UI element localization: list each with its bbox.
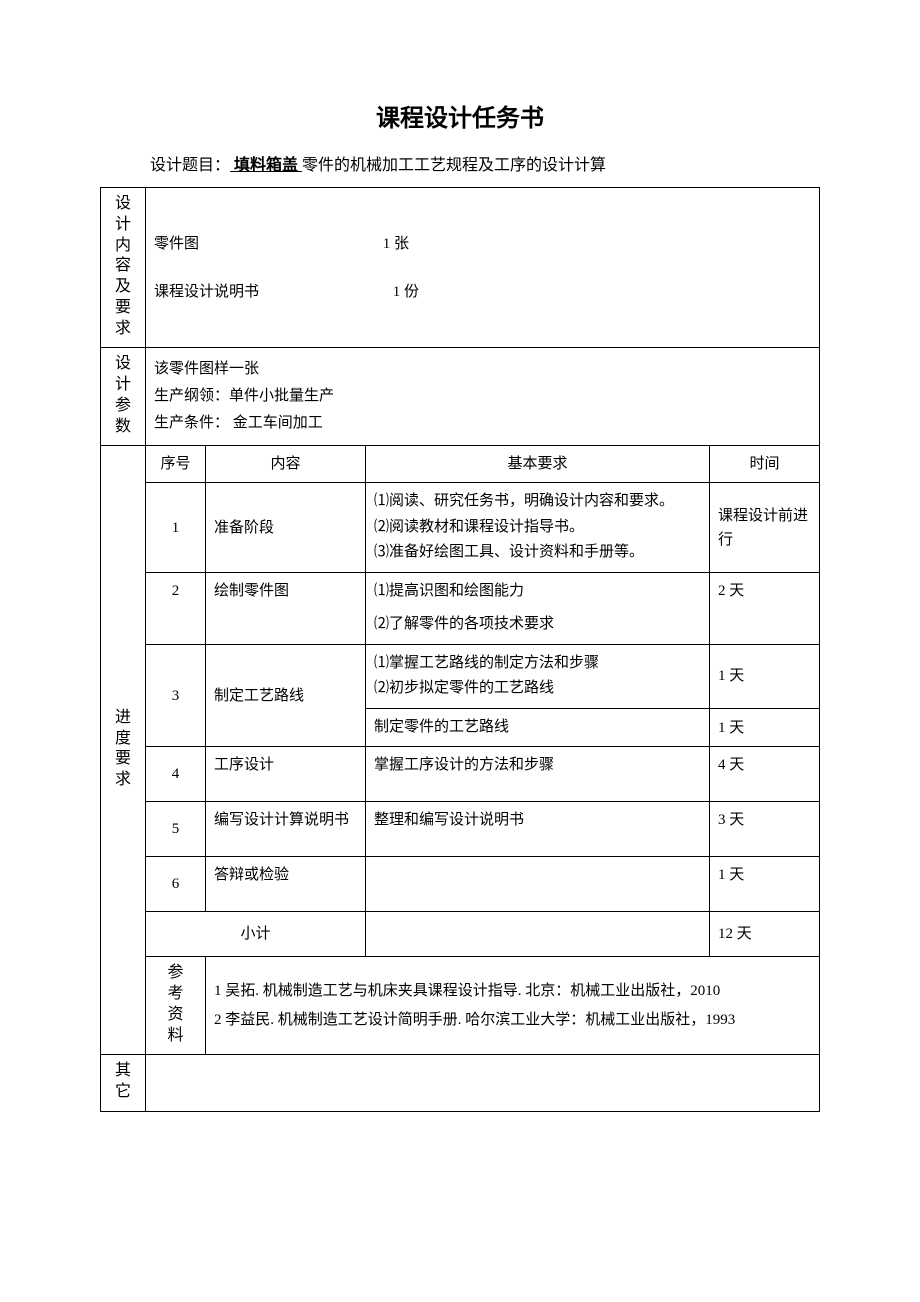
schedule-row-1-req: ⑴阅读、研究任务书，明确设计内容和要求。 ⑵阅读教材和课程设计指导书。 ⑶准备好… (366, 483, 710, 573)
schedule-header-content: 内容 (206, 446, 366, 483)
params-cell: 该零件图样一张 生产纲领：单件小批量生产 生产条件： 金工车间加工 (146, 348, 820, 446)
schedule-row-3-time-1: 1 天 (710, 644, 820, 708)
schedule-row-3-time-2: 1 天 (710, 708, 820, 747)
subtotal-label: 小计 (146, 912, 366, 957)
schedule-row-1-time: 课程设计前进行 (710, 483, 820, 573)
schedule-row-1-content: 准备阶段 (206, 483, 366, 573)
schedule-row-5-time: 3 天 (710, 802, 820, 857)
section-label-schedule: 进度要求 (101, 446, 146, 1055)
schedule-row-2-content: 绘制零件图 (206, 572, 366, 644)
schedule-row-3-req-1: ⑴掌握工艺路线的制定方法和步骤 ⑵初步拟定零件的工艺路线 (366, 644, 710, 708)
schedule-row-5-content: 编写设计计算说明书 (206, 802, 366, 857)
content-item-2-name: 课程设计说明书 (154, 284, 259, 300)
schedule-row-2-req-2: ⑵了解零件的各项技术要求 (374, 612, 701, 638)
content-item-1-name: 零件图 (154, 236, 199, 252)
schedule-row-1-seq: 1 (146, 483, 206, 573)
schedule-row-2-time: 2 天 (710, 572, 820, 644)
schedule-header-time: 时间 (710, 446, 820, 483)
references-cell: 1 吴拓. 机械制造工艺与机床夹具课程设计指导. 北京：机械工业出版社，2010… (206, 957, 820, 1055)
schedule-row-6-req (366, 857, 710, 912)
content-item-1-qty: 1 张 (383, 232, 409, 256)
schedule-row-5-seq: 5 (146, 802, 206, 857)
section-label-references: 参考资料 (146, 957, 206, 1055)
schedule-row-4-time: 4 天 (710, 747, 820, 802)
schedule-row-3-seq: 3 (146, 644, 206, 747)
document-title: 课程设计任务书 (100, 100, 820, 138)
section-label-content: 设计内容及要求 (101, 187, 146, 347)
content-item-2: 课程设计说明书 1 份 (154, 280, 811, 304)
schedule-header-seq: 序号 (146, 446, 206, 483)
schedule-row-3-req-2: 制定零件的工艺路线 (366, 708, 710, 747)
param-line-3: 生产条件： 金工车间加工 (154, 410, 811, 437)
schedule-row-3-content: 制定工艺路线 (206, 644, 366, 747)
param-line-2: 生产纲领：单件小批量生产 (154, 383, 811, 410)
schedule-row-4-seq: 4 (146, 747, 206, 802)
schedule-header-req: 基本要求 (366, 446, 710, 483)
schedule-row-2-req-1: ⑴提高识图和绘图能力 (374, 579, 701, 605)
section-label-params: 设计参数 (101, 348, 146, 446)
subtitle-part-name: 填料箱盖 (230, 157, 302, 174)
schedule-row-5-req: 整理和编写设计说明书 (366, 802, 710, 857)
schedule-row-6-seq: 6 (146, 857, 206, 912)
param-line-1: 该零件图样一张 (154, 356, 811, 383)
schedule-row-4-req: 掌握工序设计的方法和步骤 (366, 747, 710, 802)
schedule-row-2-seq: 2 (146, 572, 206, 644)
schedule-row-6-content: 答辩或检验 (206, 857, 366, 912)
reference-1: 1 吴拓. 机械制造工艺与机床夹具课程设计指导. 北京：机械工业出版社，2010 (214, 977, 811, 1006)
content-item-2-qty: 1 份 (393, 280, 419, 304)
subtotal-time: 12 天 (710, 912, 820, 957)
subtitle-line: 设计题目： 填料箱盖 零件的机械加工工艺规程及工序的设计计算 (100, 153, 820, 179)
subtotal-req (366, 912, 710, 957)
section-label-other: 其它 (101, 1055, 146, 1111)
subtitle-prefix: 设计题目： (150, 157, 230, 174)
schedule-row-2-req: ⑴提高识图和绘图能力 ⑵了解零件的各项技术要求 (366, 572, 710, 644)
schedule-row-4-content: 工序设计 (206, 747, 366, 802)
design-content-cell: 零件图 1 张 课程设计说明书 1 份 (146, 187, 820, 347)
task-table: 设计内容及要求 零件图 1 张 课程设计说明书 1 份 设计参数 该零件图样一张… (100, 187, 820, 1112)
subtitle-suffix: 零件的机械加工工艺规程及工序的设计计算 (302, 157, 606, 174)
reference-2: 2 李益民. 机械制造工艺设计简明手册. 哈尔滨工业大学：机械工业出版社，199… (214, 1006, 811, 1035)
schedule-row-6-time: 1 天 (710, 857, 820, 912)
content-item-1: 零件图 1 张 (154, 232, 811, 256)
other-cell (146, 1055, 820, 1111)
